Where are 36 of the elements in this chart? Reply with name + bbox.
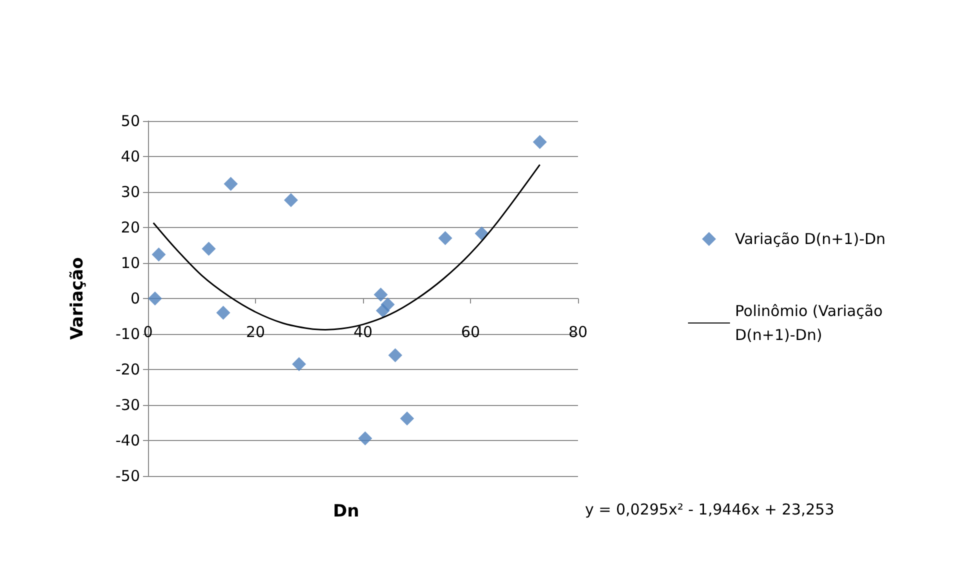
- y-tick-label: -10: [116, 325, 140, 343]
- y-tick-label: -30: [116, 396, 140, 414]
- point: [292, 357, 306, 372]
- y-tick-label: 10: [120, 254, 140, 272]
- point: [224, 176, 238, 191]
- x-axis-title: Dn: [333, 502, 360, 522]
- point: [216, 306, 230, 320]
- y-tick-label: 30: [120, 183, 140, 201]
- point: [438, 231, 452, 246]
- y-tick-label: 50: [120, 112, 140, 130]
- point: [358, 431, 372, 446]
- point: [532, 134, 547, 149]
- point: [284, 193, 298, 208]
- x-tick-label: 20: [246, 323, 266, 341]
- x-tick-label: 60: [460, 323, 480, 341]
- point: [152, 247, 166, 262]
- point: [388, 348, 402, 362]
- y-tick-label: -50: [116, 467, 140, 485]
- y-tick-label: 0: [130, 290, 140, 308]
- point: [202, 242, 216, 256]
- y-tick-label: -20: [116, 360, 140, 378]
- x-tick-label: 80: [568, 323, 588, 341]
- point: [380, 298, 395, 312]
- text: y = 0,0295x² - 1,9446x + 23,253: [585, 500, 834, 518]
- y-tick-label: -40: [116, 432, 140, 450]
- legend-label: Variação D(n+1)-Dn: [735, 230, 886, 248]
- y-tick-label: 40: [120, 148, 140, 166]
- point: [474, 226, 489, 241]
- x-tick-label: 40: [353, 323, 373, 341]
- point: [400, 411, 414, 426]
- legend-label: Polinômio (Variação D(n+1)-Dn): [735, 302, 888, 344]
- point: [148, 292, 162, 306]
- y-tick-label: 20: [120, 218, 140, 236]
- y-axis-title: Variação: [68, 257, 88, 340]
- point: [374, 288, 388, 302]
- x-tick-label: 0: [143, 323, 153, 341]
